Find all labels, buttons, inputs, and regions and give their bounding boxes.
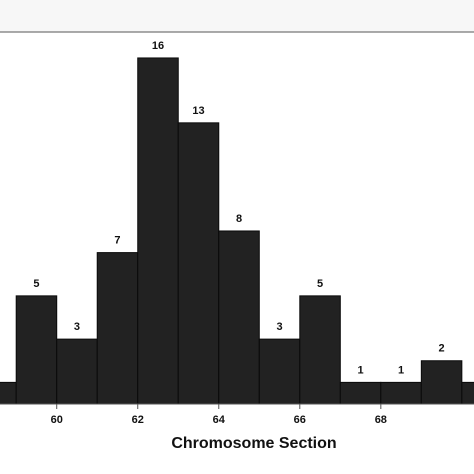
histogram-bar bbox=[0, 381, 17, 405]
x-tick-label: 66 bbox=[294, 414, 306, 426]
x-tick-label: 68 bbox=[375, 414, 387, 426]
histogram-bar bbox=[177, 122, 220, 405]
bar-count-label: 13 bbox=[192, 105, 204, 117]
histogram-bar bbox=[258, 338, 301, 405]
histogram-bar bbox=[461, 381, 474, 405]
histogram-bar bbox=[380, 381, 422, 405]
bar-count-label: 7 bbox=[114, 235, 120, 247]
bar-count-label: 2 bbox=[439, 343, 445, 355]
bar-count-label: 5 bbox=[33, 278, 39, 290]
histogram-bar bbox=[96, 252, 139, 405]
x-tick-label: 64 bbox=[213, 414, 226, 426]
histogram-bar bbox=[420, 360, 463, 405]
histogram-bar bbox=[56, 338, 98, 405]
x-axis-title: Chromosome Section bbox=[171, 435, 336, 452]
bar-count-label: 8 bbox=[236, 213, 242, 225]
x-tick-label: 60 bbox=[51, 414, 63, 426]
data-labels-group: 5 3 7 16 13 8 3 5 1 1 2 bbox=[33, 40, 444, 376]
bar-count-label: 1 bbox=[358, 364, 364, 376]
bars-group bbox=[0, 57, 474, 405]
bar-count-label: 3 bbox=[276, 321, 282, 333]
bar-count-label: 3 bbox=[74, 321, 80, 333]
x-axis-ticks-group: 60 62 64 66 68 bbox=[51, 404, 387, 426]
histogram-bar bbox=[137, 57, 179, 405]
bar-count-label: 16 bbox=[152, 40, 164, 52]
bar-count-label: 5 bbox=[317, 278, 323, 290]
x-tick-label: 62 bbox=[132, 414, 144, 426]
bar-count-label: 1 bbox=[398, 364, 404, 376]
histogram-bar bbox=[299, 295, 341, 405]
histogram-bar bbox=[218, 230, 260, 405]
histogram-bar bbox=[339, 381, 382, 405]
histogram-bar bbox=[15, 295, 58, 405]
